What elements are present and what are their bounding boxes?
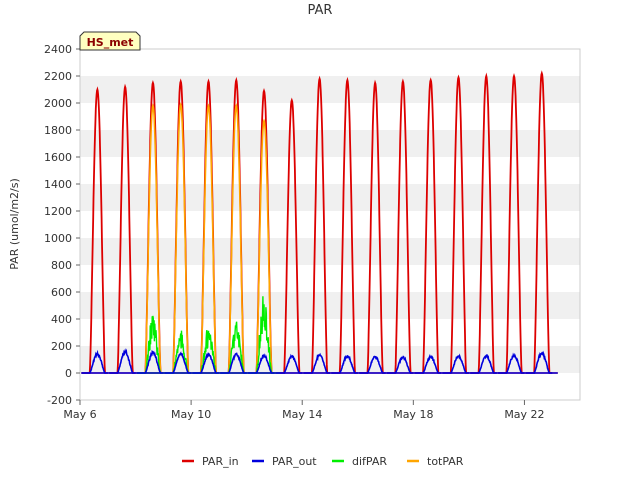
y-tick-label: 1600	[44, 151, 72, 164]
day-curve	[359, 79, 386, 374]
day-curve	[109, 83, 136, 374]
y-tick-label: 2400	[44, 43, 72, 56]
y-tick-label: -200	[47, 394, 72, 407]
chart-title: PAR	[308, 3, 333, 18]
plot-frame	[79, 48, 581, 401]
day-curve	[220, 102, 247, 374]
y-tick-label: 400	[51, 313, 72, 326]
grid-band	[80, 184, 580, 211]
day-curve	[275, 353, 303, 374]
tag-label: HS_met	[87, 36, 134, 49]
grid-band	[80, 346, 580, 373]
day-curve	[498, 72, 525, 374]
x-tick-label: May 6	[63, 408, 96, 421]
day-curve	[164, 330, 192, 374]
grid-band	[80, 292, 580, 319]
day-curve	[192, 352, 219, 374]
y-tick-label: 2000	[44, 97, 72, 110]
day-curve	[192, 103, 219, 374]
day-curve	[414, 77, 442, 374]
tag-box	[79, 31, 141, 51]
legend-label: PAR_out	[272, 455, 317, 468]
day-curve	[220, 352, 247, 374]
grid-band	[80, 238, 580, 265]
day-curve	[470, 72, 497, 374]
y-tick-label: 2200	[44, 70, 72, 83]
day-curve	[248, 118, 275, 374]
station-tag: HS_met	[79, 31, 141, 51]
day-curve	[136, 349, 164, 374]
y-axis: -200 0 200 400 600 800 1000 1200 1400 1600 1800 200…	[44, 43, 80, 407]
y-tick-label: 1000	[44, 232, 72, 245]
day-curve	[109, 348, 136, 374]
grid-bands	[80, 76, 580, 373]
grid-band	[80, 76, 580, 103]
day-curve	[220, 321, 247, 374]
day-curve	[442, 74, 469, 374]
series-layer	[81, 70, 558, 374]
day-curve	[331, 76, 358, 374]
legend-label: totPAR	[427, 455, 464, 468]
day-curve	[303, 352, 330, 374]
x-tick-label: May 14	[282, 408, 322, 421]
x-axis: May 6 May 10 May 14 May 18 May 22	[63, 400, 545, 421]
day-curve	[386, 355, 414, 374]
series-par-out	[81, 348, 558, 374]
day-curve	[414, 353, 442, 374]
y-tick-label: 200	[51, 340, 72, 353]
day-curve	[164, 102, 192, 374]
grid-band	[80, 130, 580, 157]
day-curve	[442, 353, 469, 374]
legend: PAR_in PAR_out difPAR totPAR	[182, 455, 464, 468]
day-curve	[525, 70, 553, 374]
day-curve	[303, 75, 330, 374]
series-totpar	[136, 102, 280, 374]
y-tick-label: 1200	[44, 205, 72, 218]
legend-label: PAR_in	[202, 455, 239, 468]
y-tick-label: 0	[65, 367, 72, 380]
x-tick-label: May 18	[393, 408, 433, 421]
y-tick-label: 1800	[44, 124, 72, 137]
day-curve	[81, 349, 108, 374]
day-curve	[470, 354, 497, 374]
day-curve	[81, 86, 108, 374]
y-tick-label: 600	[51, 286, 72, 299]
day-curve	[331, 354, 358, 374]
y-tick-label: 800	[51, 259, 72, 272]
y-axis-title: PAR (umol/m2/s)	[8, 178, 21, 270]
day-curve	[386, 78, 414, 374]
x-tick-label: May 10	[171, 408, 211, 421]
day-curve	[164, 351, 192, 374]
day-curve	[498, 352, 525, 374]
y-tick-label: 1400	[44, 178, 72, 191]
day-curve	[248, 296, 275, 374]
legend-label: difPAR	[352, 455, 387, 468]
day-curve	[136, 103, 164, 374]
day-curve	[275, 97, 303, 374]
day-curve	[248, 353, 275, 374]
x-tick-label: May 22	[504, 408, 544, 421]
day-curve	[136, 315, 164, 374]
day-curve	[525, 350, 553, 374]
day-curve	[359, 355, 386, 374]
